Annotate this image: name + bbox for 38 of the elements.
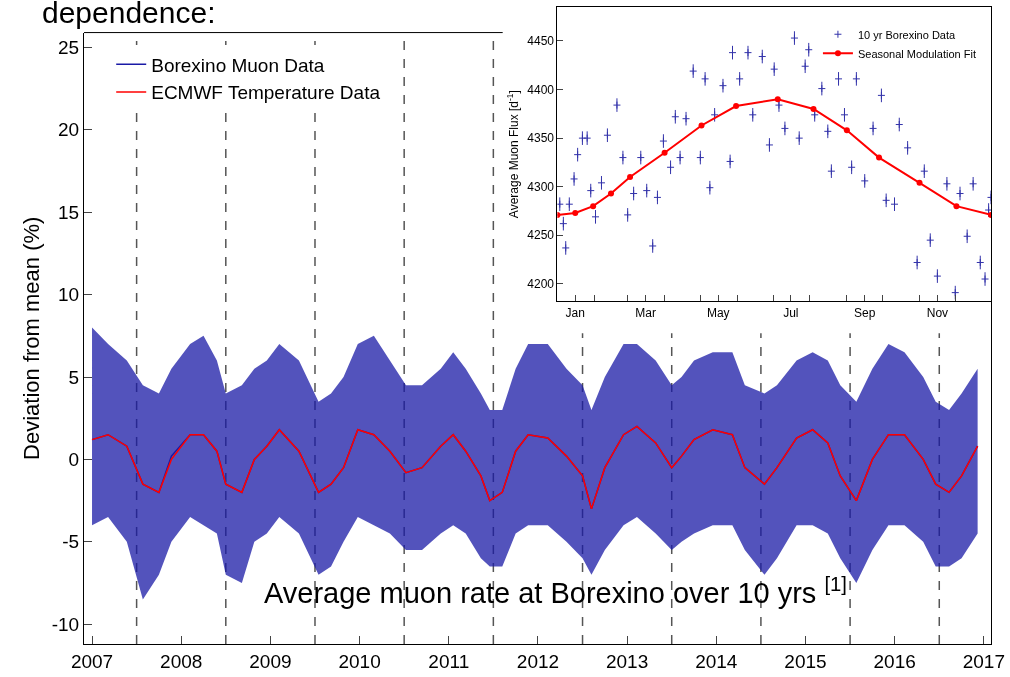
x-tick-label: 2016 (873, 650, 916, 672)
legend-label: ECMWF Temperature Data (151, 82, 381, 104)
x-tick-label: 2009 (249, 650, 292, 672)
x-tick-label: 2013 (605, 650, 649, 672)
y-tick-label: 5 (68, 366, 80, 388)
x-tick-label: Nov (926, 305, 949, 320)
x-tick-label: Jan (565, 305, 585, 320)
y-tick-label: 4350 (527, 131, 555, 146)
y-tick-label: -10 (51, 613, 80, 635)
x-tick-label: 2008 (160, 650, 203, 672)
x-tick-label: 2012 (516, 650, 560, 672)
x-tick-label: 2011 (428, 650, 470, 672)
y-tick-label: 4200 (527, 277, 555, 292)
legend-label: 10 yr Borexino Data (857, 28, 957, 41)
legend-label: Seasonal Modulation Fit (857, 47, 976, 60)
y-tick-label: 10 (58, 284, 80, 306)
y-tick-label: -5 (62, 531, 80, 553)
y-tick-label: 4250 (527, 228, 555, 243)
y-tick-label: 20 (58, 119, 80, 141)
y-axis-title: Deviation from mean (%) (18, 216, 44, 460)
x-tick-label: May (706, 305, 730, 320)
text: dependence: (42, 0, 216, 29)
annotation: Average muon rate at Borexino over 10 yrs $^{[1]}$ (264, 573, 847, 610)
x-tick-label: Mar (635, 305, 656, 320)
y-tick-label: 4400 (527, 82, 555, 97)
y-tick-label: 15 (58, 201, 80, 223)
x-tick-label: 2010 (338, 650, 381, 672)
legend-label: Borexino Muon Data (151, 54, 325, 76)
x-tick-label: Sep (854, 305, 876, 320)
x-tick-label: 2015 (784, 650, 827, 672)
x-tick-label: 2007 (70, 650, 114, 672)
y-tick-label: 25 (58, 37, 80, 59)
y-tick-label: 0 (68, 449, 80, 471)
x-tick-label: 2017 (962, 650, 1006, 672)
y-tick-label: 4300 (527, 179, 555, 194)
x-tick-label: Jul (783, 305, 799, 320)
x-tick-label: 2014 (695, 650, 738, 672)
y-tick-label: 4450 (527, 34, 555, 49)
